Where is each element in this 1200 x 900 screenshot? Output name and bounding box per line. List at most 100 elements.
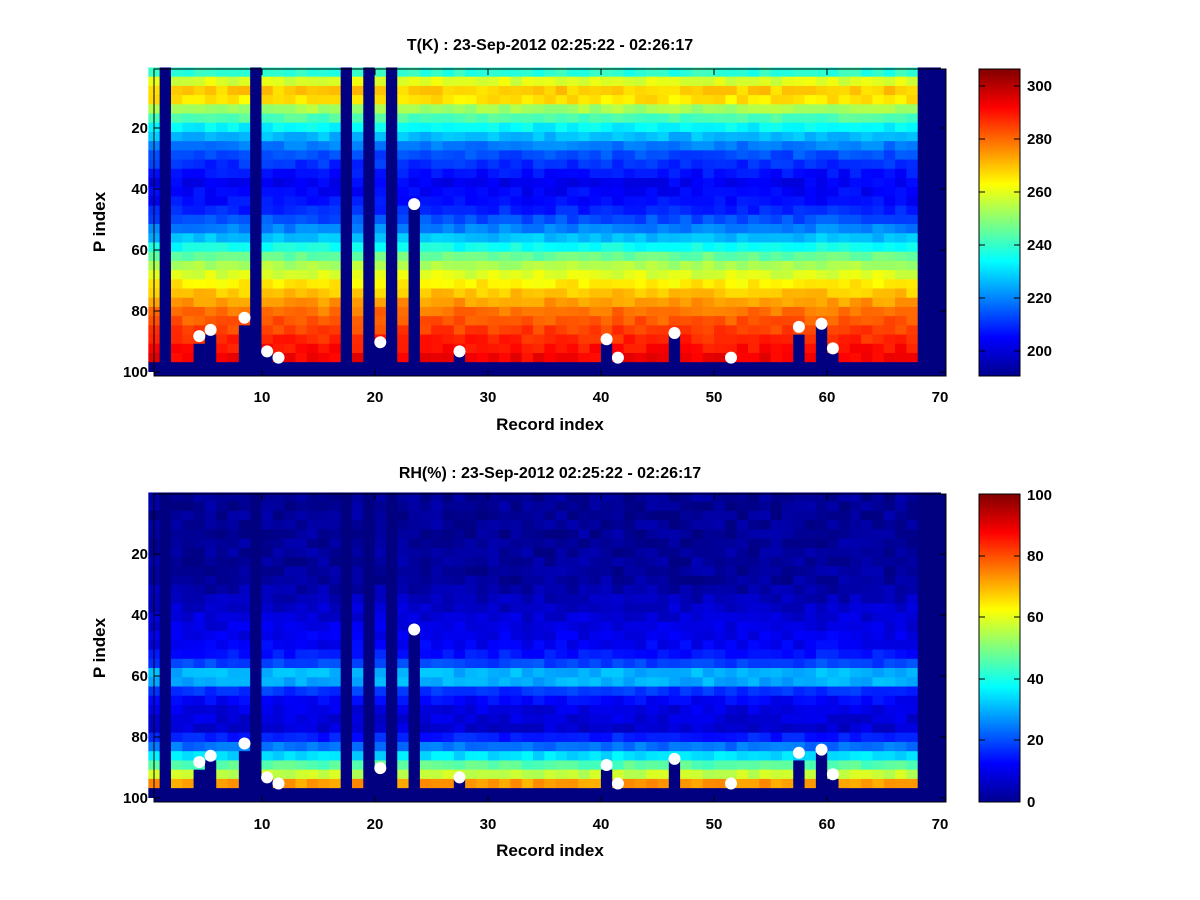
heatmap-cell (600, 196, 613, 207)
heatmap-cell (657, 557, 670, 567)
heatmap-cell (193, 575, 206, 586)
heatmap-cell (340, 362, 353, 372)
heatmap-cell (623, 177, 636, 188)
heatmap-cell (193, 95, 206, 105)
heatmap-cell (623, 306, 636, 317)
heatmap-cell (193, 695, 206, 706)
heatmap-cell (499, 760, 511, 771)
heatmap-cell (193, 732, 206, 743)
heatmap-cell (849, 297, 862, 308)
heatmap-cell (838, 658, 851, 669)
heatmap-cell (702, 612, 715, 623)
heatmap-cell (668, 122, 681, 133)
humidity-colorbar-tick: 60 (1027, 609, 1044, 626)
heatmap-cell (204, 612, 217, 623)
heatmap-cell (272, 177, 285, 188)
heatmap-cell (272, 603, 285, 614)
heatmap-cell (634, 668, 647, 678)
heatmap-cell (883, 288, 896, 299)
heatmap-cell (770, 603, 783, 614)
heatmap-cell (827, 306, 840, 317)
heatmap-cell (680, 325, 693, 336)
heatmap-cell (318, 214, 330, 225)
heatmap-cell (476, 104, 489, 115)
heatmap-cell (861, 649, 874, 660)
heatmap-cell (646, 520, 659, 531)
heatmap-cell (159, 603, 172, 614)
heatmap-cell (657, 668, 670, 678)
heatmap-cell (352, 325, 364, 336)
heatmap-cell (668, 76, 681, 87)
heatmap-cell (159, 631, 172, 641)
heatmap-cell (272, 686, 285, 697)
heatmap-cell (634, 279, 647, 290)
heatmap-cell (419, 85, 432, 96)
heatmap-cell (634, 362, 647, 372)
heatmap-cell (363, 677, 376, 688)
heatmap-cell (929, 538, 941, 549)
heatmap-cell (408, 159, 421, 170)
heatmap-cell (476, 492, 489, 503)
heatmap-cell (397, 695, 410, 706)
surface-marker-point (374, 336, 387, 349)
heatmap-cell (442, 306, 455, 317)
heatmap-cell (340, 732, 353, 743)
heatmap-cell (499, 67, 511, 78)
heatmap-cell (204, 538, 217, 549)
heatmap-cell (759, 741, 772, 752)
heatmap-cell (770, 214, 783, 225)
heatmap-cell (657, 741, 670, 752)
heatmap-cell (634, 594, 647, 604)
heatmap-cell (748, 150, 760, 161)
heatmap-cell (510, 658, 523, 669)
heatmap-cell (487, 778, 500, 789)
heatmap-cell (861, 631, 874, 641)
heatmap-cell (306, 270, 319, 280)
heatmap-cell (318, 279, 330, 290)
heatmap-cell (691, 214, 704, 225)
heatmap-cell (170, 778, 183, 789)
heatmap-cell (238, 168, 251, 179)
heatmap-cell (917, 538, 930, 549)
heatmap-cell (917, 704, 930, 715)
heatmap-cell (419, 547, 432, 558)
heatmap-cell (793, 187, 806, 197)
heatmap-cell (442, 704, 455, 715)
heatmap-cell (736, 788, 749, 798)
heatmap-cell (895, 224, 907, 234)
heatmap-cell (159, 612, 172, 623)
heatmap-cell (770, 168, 783, 179)
heatmap-cell (680, 260, 693, 271)
heatmap-cell (510, 695, 523, 706)
heatmap-cell (725, 131, 738, 142)
heatmap-cell (906, 557, 919, 567)
heatmap-cell (929, 362, 941, 372)
heatmap-cell (634, 352, 647, 363)
heatmap-cell (487, 547, 500, 558)
heatmap-cell (250, 242, 263, 253)
heatmap-cell (714, 510, 726, 521)
heatmap-cell (906, 704, 919, 715)
heatmap-cell (306, 205, 319, 216)
heatmap-cell (352, 492, 364, 503)
heatmap-cell (668, 686, 681, 697)
heatmap-cell (363, 260, 376, 271)
heatmap-cell (895, 288, 907, 299)
heatmap-cell (804, 501, 817, 512)
heatmap-cell (250, 686, 263, 697)
heatmap-cell (770, 177, 783, 188)
heatmap-cell (555, 352, 568, 363)
heatmap-cell (487, 270, 500, 280)
heatmap-cell (815, 723, 828, 734)
heatmap-cell (623, 85, 636, 96)
surface-marker-point (792, 746, 805, 759)
heatmap-cell (238, 668, 251, 678)
heatmap-cell (566, 529, 579, 540)
heatmap-cell (318, 95, 330, 105)
heatmap-cell (521, 520, 534, 531)
heatmap-cell (917, 306, 930, 317)
heatmap-cell (883, 159, 896, 170)
heatmap-cell (566, 334, 579, 345)
heatmap-cell (510, 584, 523, 595)
heatmap-cell (623, 187, 636, 197)
